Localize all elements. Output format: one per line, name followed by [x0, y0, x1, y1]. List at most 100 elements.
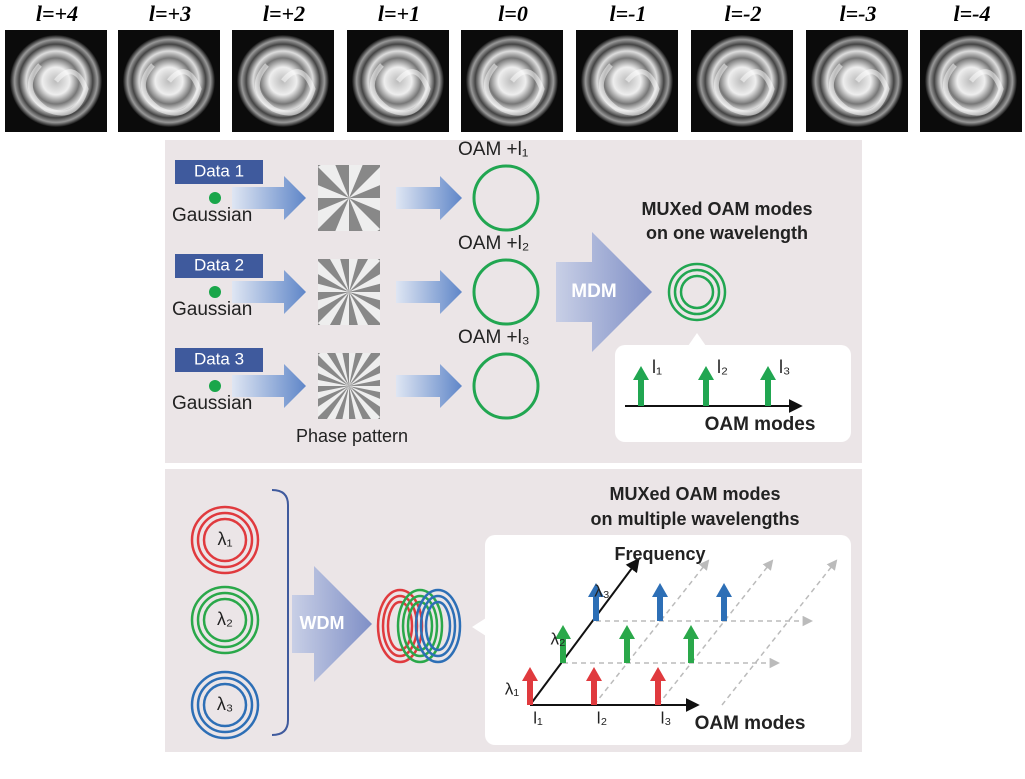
- mode-arrow: [760, 366, 776, 406]
- phase-wedge: [349, 292, 380, 323]
- mux-label: WDM: [300, 613, 345, 633]
- arrow: [232, 270, 306, 314]
- mode-label: l=+2: [263, 1, 305, 26]
- beam-spiral: [714, 63, 775, 116]
- phase-wedge: [318, 165, 349, 198]
- beam-spiral: [943, 63, 1004, 116]
- wavelength-ring: [190, 505, 260, 575]
- inset-pointer: [472, 618, 486, 636]
- data-box: [175, 348, 263, 372]
- mux-ring: [424, 600, 452, 652]
- mode-label: l=+3: [149, 1, 191, 26]
- mode-arrow: [555, 625, 571, 663]
- phase-wedge: [318, 292, 349, 325]
- mode-label: l₃: [661, 708, 672, 727]
- phase-wedge: [318, 185, 349, 198]
- axis-label: OAM modes: [695, 713, 806, 734]
- phase-wedge: [349, 167, 380, 198]
- inset-pointer: [688, 333, 706, 346]
- axis: [529, 557, 640, 706]
- wavelength-label: λ₃: [217, 694, 233, 714]
- beam-spiral: [599, 63, 660, 116]
- phase-wedge: [349, 198, 380, 231]
- mode-arrow: [683, 625, 699, 663]
- beam-spiral: [28, 63, 89, 116]
- phase-wedge: [349, 353, 372, 386]
- oam-ring: [472, 164, 540, 232]
- arrow: [232, 176, 306, 220]
- phase-wedge: [349, 259, 358, 292]
- mux-ring: [414, 588, 462, 664]
- phase-wedge: [349, 355, 380, 386]
- phase-pattern-group: [318, 353, 380, 419]
- beam-spiral: [370, 63, 431, 116]
- arrow: [292, 566, 372, 682]
- gaussian-dot: [209, 380, 221, 392]
- source-label: Gaussian: [172, 393, 252, 414]
- arrow: [556, 232, 652, 352]
- phase-wedge: [340, 292, 349, 325]
- bracket: [271, 489, 289, 736]
- data-box: [175, 254, 263, 278]
- title: MUXed OAM modes: [609, 484, 780, 504]
- phase-pattern-group: [318, 165, 380, 231]
- mode-arrow: [650, 667, 666, 705]
- data-label: Data 1: [194, 161, 244, 180]
- mux-ring: [673, 268, 721, 316]
- mode-label: OAM +l₃: [458, 327, 530, 348]
- mux-label: MDM: [571, 281, 616, 302]
- phase-wedge: [349, 292, 369, 325]
- wavelength-ring: [190, 670, 260, 740]
- arrow: [396, 270, 462, 314]
- mode-label: l=+4: [36, 1, 78, 26]
- phase-wedge: [349, 292, 380, 301]
- mode-label: l=0: [498, 1, 528, 26]
- phase-label: Phase pattern: [296, 426, 408, 446]
- phase-wedge: [335, 353, 349, 386]
- phase-wedge: [349, 165, 363, 198]
- mux-ring: [667, 262, 727, 322]
- mux-ring: [419, 594, 457, 658]
- mode-arrow: [633, 366, 649, 406]
- title: MUXed OAM modes: [641, 199, 812, 219]
- phase-wedge: [318, 198, 349, 229]
- phase-wedge: [349, 198, 380, 211]
- beam-spiral: [141, 63, 202, 116]
- phase-pattern-group: [318, 259, 380, 325]
- data-label: Data 2: [194, 255, 244, 274]
- beam-spiral: [829, 63, 890, 116]
- wavelength-ring: [196, 511, 254, 569]
- wavelength-ring: [190, 585, 260, 655]
- mode-arrow: [698, 366, 714, 406]
- mux-ring: [679, 274, 715, 310]
- mode-label: l₁: [533, 708, 543, 727]
- phase-wedge: [349, 386, 380, 407]
- arrow: [396, 176, 462, 220]
- phase-wedge: [318, 353, 349, 386]
- mode-arrow: [588, 583, 604, 621]
- phase-wedge: [318, 261, 349, 292]
- wavelength-ring: [196, 676, 254, 734]
- guide: [657, 559, 774, 706]
- wavelength-label: λ₂: [550, 629, 565, 648]
- wavelength-ring: [202, 597, 248, 643]
- phase-wedge: [349, 353, 356, 386]
- wavelength-label: λ₃: [594, 581, 609, 600]
- wavelength-label: λ₁: [505, 679, 520, 698]
- wavelength-ring: [202, 682, 248, 728]
- phase-wedge: [342, 386, 349, 419]
- phase-wedge: [349, 386, 380, 393]
- mode-label: l=+1: [378, 1, 420, 26]
- mode-arrow: [522, 667, 538, 705]
- mux-ring: [386, 600, 414, 652]
- phase-wedge: [318, 292, 349, 310]
- data-box: [175, 160, 263, 184]
- mode-arrow: [619, 625, 635, 663]
- wavelength-ring: [196, 591, 254, 649]
- mux-ring: [396, 588, 444, 664]
- phase-wedge: [329, 259, 349, 292]
- beam-spiral: [255, 63, 316, 116]
- mode-label: l₃: [779, 357, 790, 377]
- inset: [485, 535, 851, 745]
